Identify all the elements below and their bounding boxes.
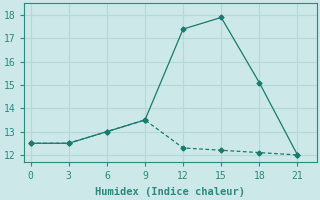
X-axis label: Humidex (Indice chaleur): Humidex (Indice chaleur) bbox=[95, 186, 245, 197]
